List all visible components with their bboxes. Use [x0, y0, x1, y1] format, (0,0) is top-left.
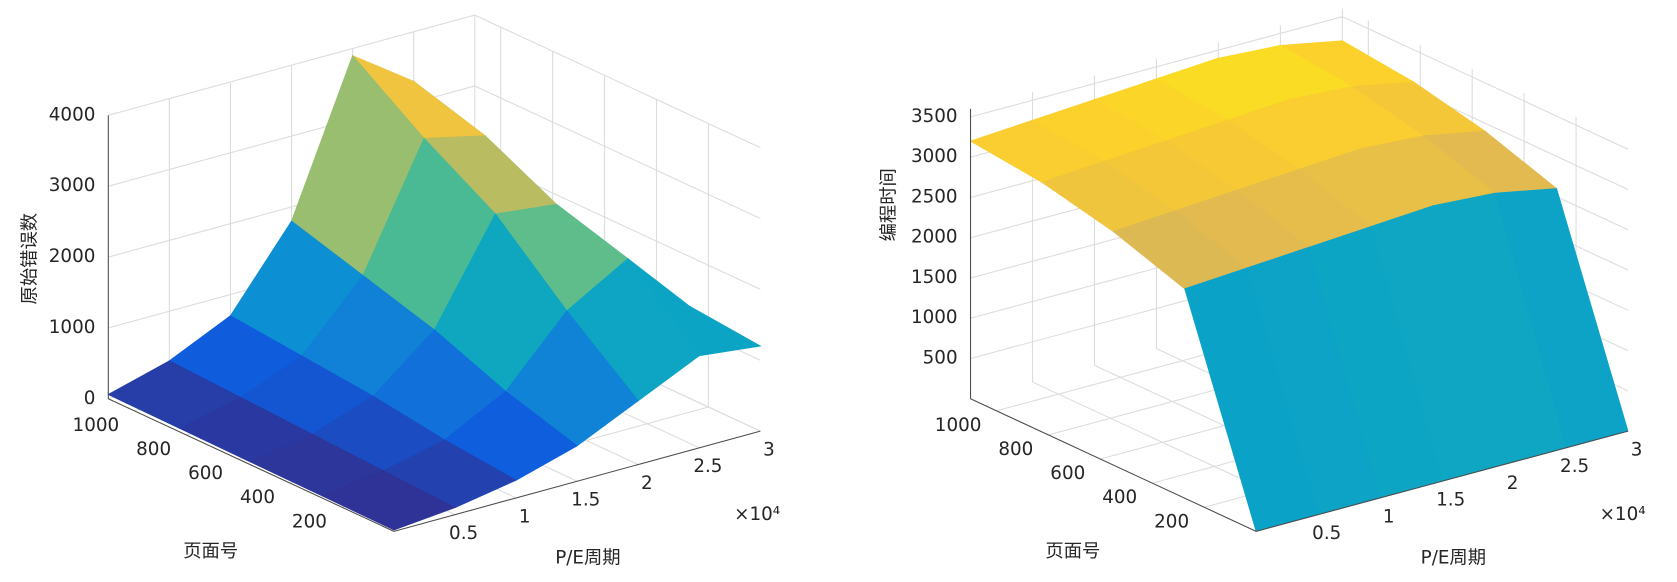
y-tick-label: 200 — [1154, 511, 1189, 532]
surface-patch — [321, 470, 457, 531]
y-axis-label: 页面号 — [183, 541, 238, 562]
z-tick-label: 0 — [84, 388, 96, 409]
x-tick-label: 2.5 — [1560, 456, 1589, 477]
y-axis-label: 页面号 — [1045, 541, 1100, 562]
y-tick-label: 1000 — [73, 415, 120, 436]
z-tick-label: 3000 — [911, 146, 958, 167]
x-axis-label: P/E周期 — [1421, 547, 1486, 568]
y-tick-label: 400 — [240, 487, 275, 508]
chart-1: 500 1000 1500 2000 2500 3000 3500 0.5 1 1.5 2 2.5 3 2… — [879, 8, 1646, 568]
x-tick-label: 1.5 — [1436, 490, 1465, 511]
z-tick-label: 2000 — [911, 227, 958, 248]
z-tick-label: 2000 — [49, 246, 96, 267]
y-axis — [108, 398, 395, 532]
z-tick-label: 3500 — [911, 106, 958, 127]
z-axis-label: 编程时间 — [879, 168, 900, 241]
y-tick-label: 1000 — [935, 415, 982, 436]
z-tick-label: 500 — [923, 348, 958, 369]
y-tick-label: 200 — [292, 511, 327, 532]
y-tick-label: 400 — [1102, 487, 1137, 508]
x-tick-label: 2.5 — [693, 456, 722, 477]
x-axis — [393, 430, 761, 532]
x-tick-label: 1 — [1383, 506, 1395, 527]
x-tick-label: 3 — [1631, 440, 1643, 461]
z-axis-label: 原始错误数 — [20, 213, 41, 305]
x-tick-label: 2 — [1507, 473, 1519, 494]
x-axis-label: P/E周期 — [555, 547, 620, 568]
y-tick-label: 600 — [1050, 463, 1085, 484]
y-axis — [970, 398, 1257, 532]
z-tick-label: 1500 — [911, 267, 958, 288]
y-tick-label: 800 — [136, 439, 171, 460]
y-tick-label: 800 — [998, 439, 1033, 460]
z-tick-label: 1000 — [49, 317, 96, 338]
x-tick-label: 1 — [519, 506, 531, 527]
y-tick-label: 600 — [188, 463, 223, 484]
z-tick-label: 1000 — [911, 307, 958, 328]
x-tick-label: 1.5 — [571, 490, 600, 511]
x-tick-label: 3 — [763, 440, 775, 461]
x-exponent-label: ×10⁴ — [734, 504, 780, 525]
chart-0: 0 1000 2000 3000 4000 0.5 1 1.5 2 2.5 3 200 400 600 80… — [20, 14, 780, 568]
z-tick-label: 4000 — [49, 104, 96, 125]
x-exponent-label: ×10⁴ — [1600, 504, 1646, 525]
x-tick-label: 0.5 — [1312, 523, 1341, 544]
z-tick-label: 2500 — [911, 186, 958, 207]
x-axis — [1255, 430, 1629, 532]
x-tick-label: 0.5 — [449, 523, 478, 544]
x-tick-label: 2 — [641, 473, 653, 494]
z-tick-label: 3000 — [49, 175, 96, 196]
